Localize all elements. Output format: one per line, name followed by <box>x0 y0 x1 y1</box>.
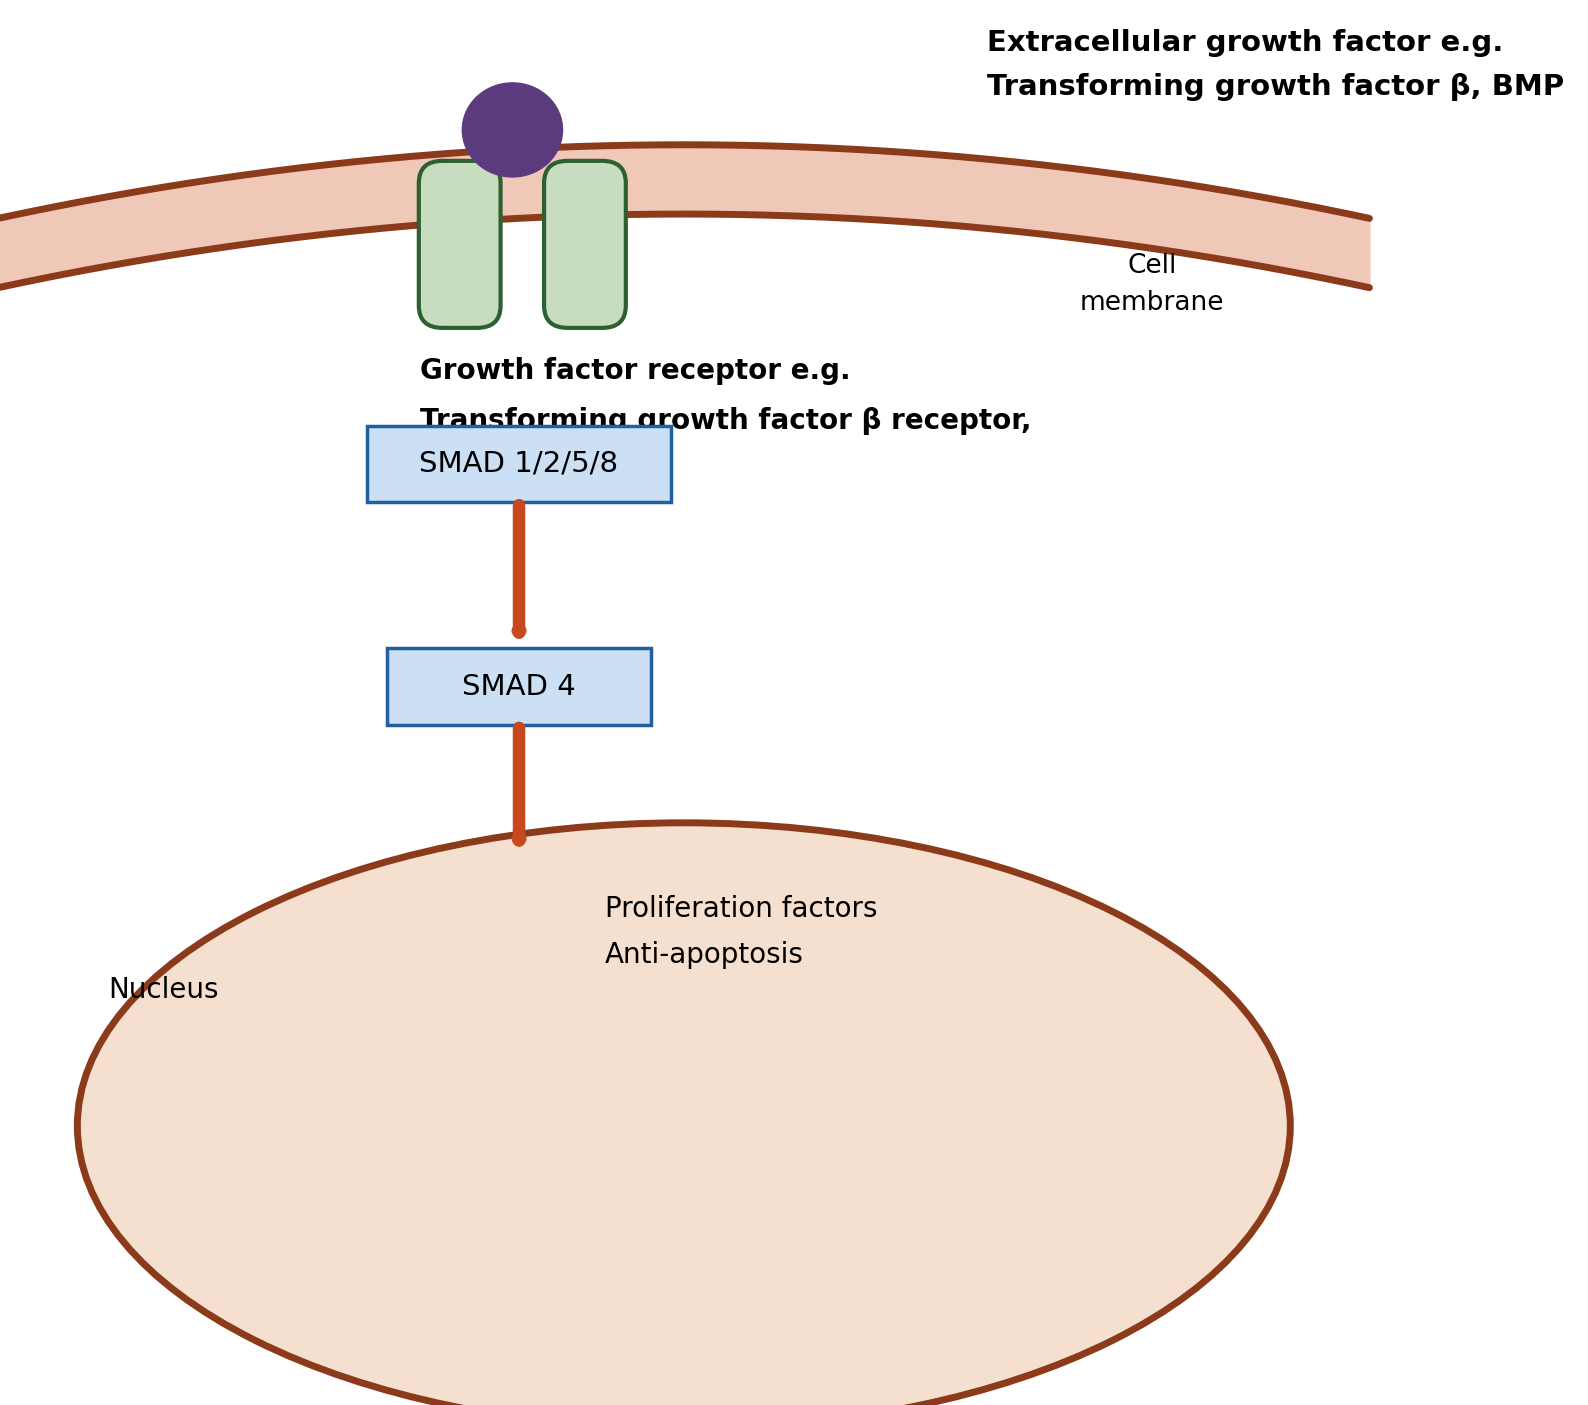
Text: Anti-apoptosis: Anti-apoptosis <box>605 941 804 969</box>
Text: BMPR: BMPR <box>421 457 510 485</box>
Text: Extracellular growth factor e.g.: Extracellular growth factor e.g. <box>988 30 1504 58</box>
Text: Transforming growth factor β receptor,: Transforming growth factor β receptor, <box>421 406 1032 434</box>
Ellipse shape <box>78 823 1291 1405</box>
Text: Growth factor receptor e.g.: Growth factor receptor e.g. <box>421 357 851 385</box>
FancyBboxPatch shape <box>419 160 500 327</box>
Text: membrane: membrane <box>1080 291 1224 316</box>
Text: SMAD 4: SMAD 4 <box>462 673 576 701</box>
Text: Cell: Cell <box>1127 253 1177 280</box>
Text: Nucleus: Nucleus <box>108 976 218 1003</box>
FancyBboxPatch shape <box>387 648 651 725</box>
FancyBboxPatch shape <box>545 160 626 327</box>
Text: Transforming growth factor β, BMP: Transforming growth factor β, BMP <box>988 73 1564 101</box>
Text: SMAD 1/2/5/8: SMAD 1/2/5/8 <box>419 450 619 478</box>
Circle shape <box>462 83 562 177</box>
FancyBboxPatch shape <box>367 426 670 503</box>
Text: Proliferation factors: Proliferation factors <box>605 895 877 923</box>
